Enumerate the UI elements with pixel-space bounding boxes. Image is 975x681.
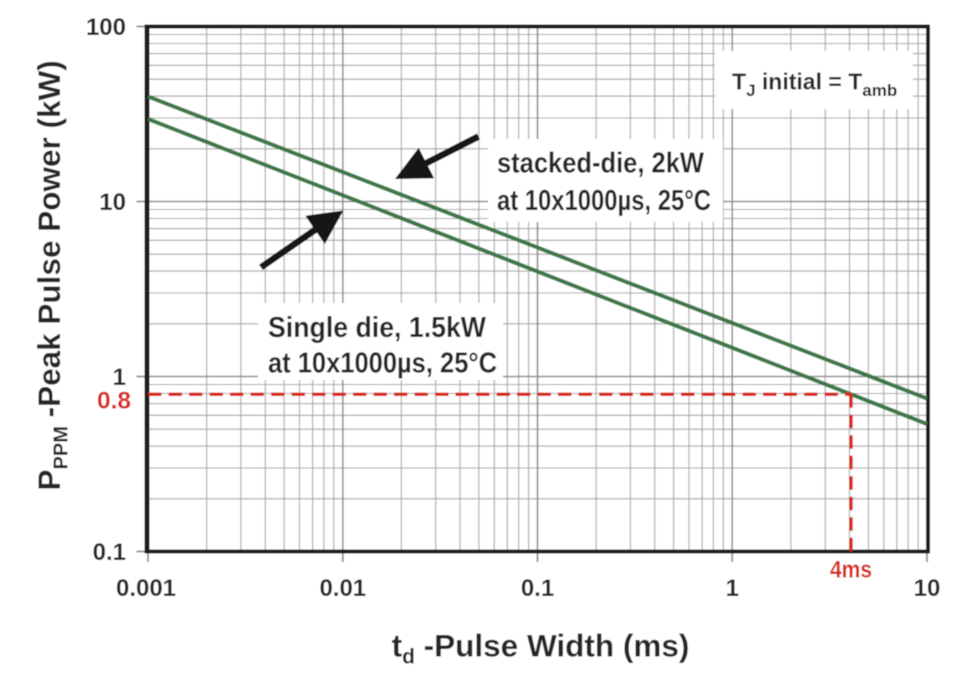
svg-text:0.8: 0.8: [97, 388, 131, 415]
svg-text:10: 10: [914, 575, 941, 602]
svg-text:4ms: 4ms: [830, 557, 872, 584]
svg-text:td -Pulse Width (ms): td -Pulse Width (ms): [392, 628, 690, 669]
svg-text:0.1: 0.1: [93, 539, 126, 566]
svg-text:PPPM -Peak Pulse Power (kW): PPPM -Peak Pulse Power (kW): [31, 60, 73, 490]
svg-text:10: 10: [99, 189, 126, 216]
svg-text:1: 1: [113, 364, 126, 391]
svg-text:stacked-die, 2kW: stacked-die, 2kW: [497, 148, 705, 180]
svg-text:0.1: 0.1: [521, 575, 554, 602]
svg-text:0.001: 0.001: [116, 575, 176, 602]
svg-text:at 10x1000µs, 25°C: at 10x1000µs, 25°C: [268, 347, 497, 379]
svg-text:0.01: 0.01: [319, 575, 366, 602]
svg-text:1: 1: [726, 575, 739, 602]
svg-text:100: 100: [86, 14, 126, 41]
svg-text:Single die, 1.5kW: Single die, 1.5kW: [268, 312, 487, 344]
svg-text:at 10x1000µs, 25°C: at 10x1000µs, 25°C: [497, 185, 711, 217]
